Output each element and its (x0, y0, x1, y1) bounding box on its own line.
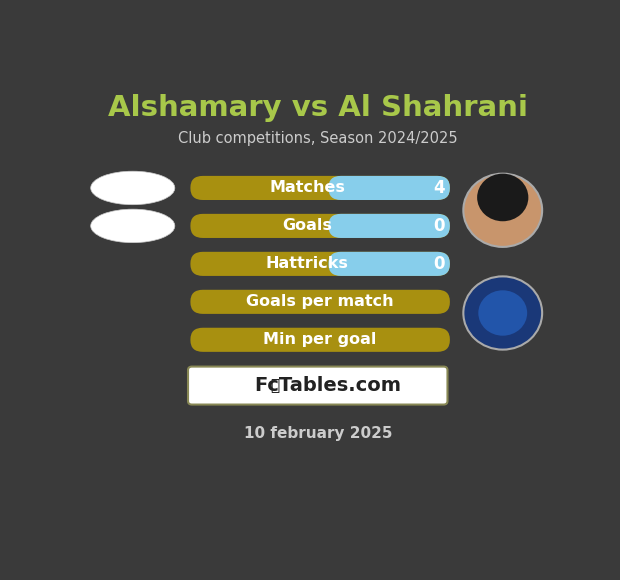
Text: Goals: Goals (282, 219, 332, 233)
Circle shape (463, 173, 542, 247)
Text: 0: 0 (433, 255, 445, 273)
Circle shape (478, 291, 527, 336)
Text: 📊: 📊 (270, 378, 279, 393)
Text: Alshamary vs Al Shahrani: Alshamary vs Al Shahrani (108, 93, 528, 122)
Circle shape (477, 173, 528, 221)
FancyBboxPatch shape (188, 367, 448, 405)
Text: Goals per match: Goals per match (246, 294, 394, 309)
Ellipse shape (91, 209, 175, 242)
Ellipse shape (91, 171, 175, 205)
Text: Matches: Matches (269, 180, 345, 195)
FancyBboxPatch shape (190, 176, 450, 200)
Text: 0: 0 (433, 217, 445, 235)
FancyBboxPatch shape (329, 252, 450, 276)
Text: 4: 4 (433, 179, 445, 197)
Text: Min per goal: Min per goal (264, 332, 377, 347)
FancyBboxPatch shape (190, 290, 450, 314)
Text: Club competitions, Season 2024/2025: Club competitions, Season 2024/2025 (178, 131, 458, 146)
FancyBboxPatch shape (190, 328, 450, 352)
FancyBboxPatch shape (329, 176, 450, 200)
Circle shape (463, 277, 542, 350)
FancyBboxPatch shape (190, 214, 450, 238)
Text: 10 february 2025: 10 february 2025 (244, 426, 392, 441)
Text: FcTables.com: FcTables.com (254, 376, 401, 395)
FancyBboxPatch shape (190, 252, 450, 276)
Text: Hattricks: Hattricks (266, 256, 348, 271)
FancyBboxPatch shape (329, 214, 450, 238)
